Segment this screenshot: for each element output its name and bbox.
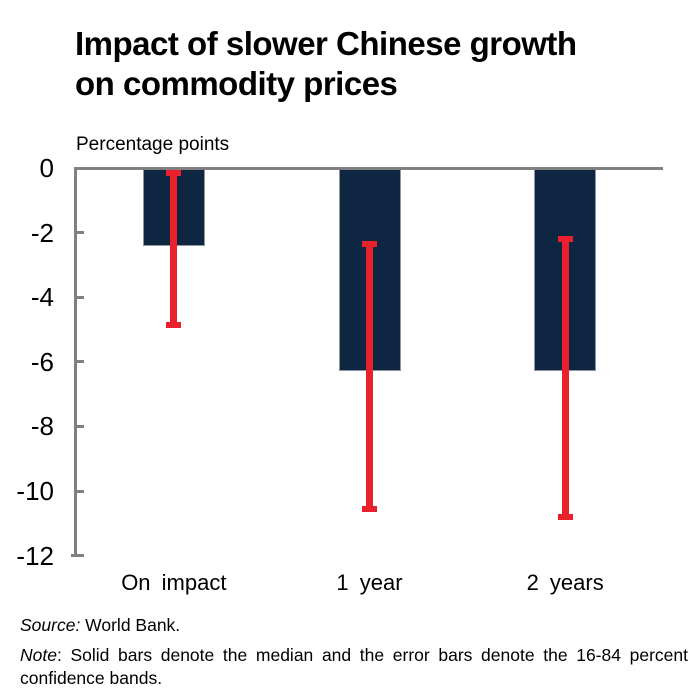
y-axis-line xyxy=(74,166,77,557)
category-label: 2 years xyxy=(526,570,604,595)
y-tick-label: -4 xyxy=(30,282,54,313)
source-text: World Bank. xyxy=(80,615,181,635)
y-tick-label: -6 xyxy=(30,346,54,377)
note-label: Note xyxy=(20,645,57,665)
y-tick-label: -8 xyxy=(30,411,54,442)
source-line: Source: World Bank. xyxy=(20,614,688,637)
y-tick-label: -10 xyxy=(16,476,54,506)
category-label: On impact xyxy=(121,570,227,595)
y-tick xyxy=(71,554,84,558)
chart-title-line1: Impact of slower Chinese growth xyxy=(75,25,577,62)
chart-title-line2: on commodity prices xyxy=(75,65,398,102)
y-tick xyxy=(77,360,84,364)
error-bar-cap-top xyxy=(166,169,182,176)
source-label: Source: xyxy=(20,615,81,635)
error-bar-cap-bottom xyxy=(557,513,573,520)
error-bar-cap-top xyxy=(362,240,377,247)
chart-title: Impact of slower Chinese growth on commo… xyxy=(75,24,577,104)
note-line: Note: Solid bars denote the median and t… xyxy=(20,644,688,690)
error-bar-line xyxy=(366,243,373,509)
error-bar-line xyxy=(561,239,569,517)
error-bar-cap-bottom xyxy=(166,321,182,328)
y-tick xyxy=(77,424,84,428)
error-bar-cap-bottom xyxy=(362,505,377,512)
y-tick xyxy=(77,231,84,235)
y-tick-label: -12 xyxy=(16,540,54,571)
zero-line xyxy=(74,166,663,170)
category-label: 1 year xyxy=(336,570,403,595)
y-tick xyxy=(77,489,84,493)
y-tick-label: -2 xyxy=(30,217,54,248)
y-tick-label: 0 xyxy=(39,153,54,183)
error-bar-cap-top xyxy=(557,236,573,243)
error-bar-line xyxy=(170,172,178,325)
y-tick xyxy=(77,295,84,299)
note-text: : Solid bars denote the median and the e… xyxy=(20,645,688,688)
y-axis-title: Percentage points xyxy=(76,134,230,155)
